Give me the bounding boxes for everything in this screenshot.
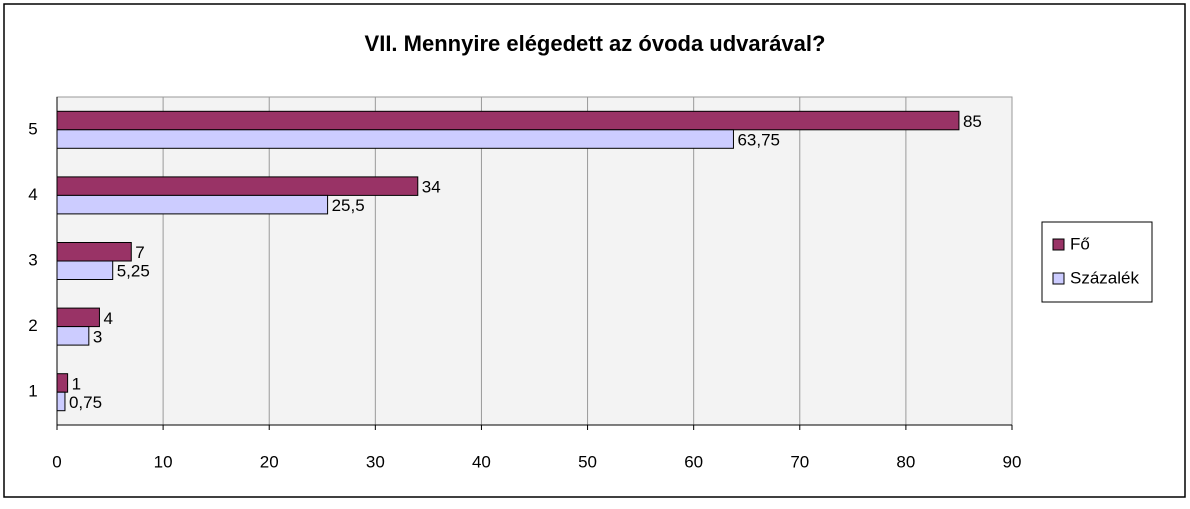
x-tick-label: 30 xyxy=(366,452,385,471)
y-tick-label: 3 xyxy=(28,250,37,269)
x-tick-label: 90 xyxy=(1003,452,1022,471)
x-tick-label: 70 xyxy=(790,452,809,471)
bar xyxy=(56,194,329,215)
legend-swatch xyxy=(1052,272,1065,285)
x-tick-label: 0 xyxy=(52,452,61,471)
data-label: 0,75 xyxy=(69,393,102,412)
bar xyxy=(56,110,960,131)
legend-box xyxy=(1041,221,1153,303)
data-label: 34 xyxy=(422,178,441,197)
data-label: 63,75 xyxy=(737,131,780,150)
y-tick-label: 4 xyxy=(28,185,37,204)
bar xyxy=(56,373,69,393)
x-tick-label: 10 xyxy=(154,452,173,471)
bar xyxy=(56,326,90,346)
data-label: 1 xyxy=(72,374,81,393)
bar xyxy=(56,129,734,149)
bar xyxy=(56,260,114,280)
data-label: 25,5 xyxy=(332,196,365,215)
bar xyxy=(56,176,419,196)
x-tick-label: 40 xyxy=(472,452,491,471)
bar xyxy=(56,307,100,328)
data-label: 5,25 xyxy=(117,262,150,281)
plot-area xyxy=(56,96,1013,426)
data-label: 3 xyxy=(93,327,102,346)
data-label: 7 xyxy=(135,243,144,262)
data-label: 4 xyxy=(103,309,112,328)
data-label: 85 xyxy=(963,112,982,131)
legend-label: Százalék xyxy=(1070,268,1139,287)
bar xyxy=(56,391,66,412)
y-tick-label: 1 xyxy=(28,382,37,401)
y-tick-label: 5 xyxy=(28,119,37,138)
x-tick-label: 20 xyxy=(260,452,279,471)
x-tick-label: 60 xyxy=(684,452,703,471)
chart-title: VII. Mennyire elégedett az óvoda udvaráv… xyxy=(365,31,826,56)
x-tick-label: 50 xyxy=(578,452,597,471)
y-tick-label: 2 xyxy=(28,316,37,335)
bar xyxy=(56,242,132,262)
legend-swatch xyxy=(1052,238,1065,251)
x-tick-label: 80 xyxy=(896,452,915,471)
legend-label: Fő xyxy=(1070,234,1090,253)
